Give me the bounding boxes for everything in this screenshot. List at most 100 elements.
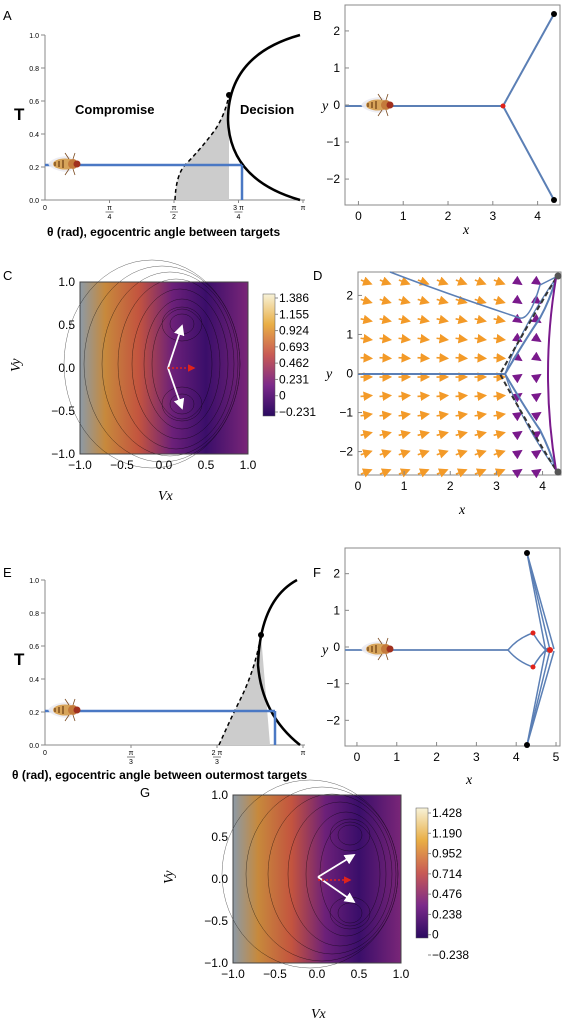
field-arrow xyxy=(530,449,542,460)
panel-g xyxy=(221,779,429,969)
e-ytick-label: 0.4 xyxy=(29,677,39,684)
c-xtick-label: −1.0 xyxy=(68,458,92,472)
f-upper-split xyxy=(507,632,549,653)
panel-label-b: B xyxy=(313,8,322,23)
field-arrow xyxy=(436,314,449,325)
field-arrow xyxy=(493,468,506,478)
e-xtick-label: 3 xyxy=(129,759,133,766)
f-fly-icon xyxy=(359,637,395,661)
e-ytick-label: 0.8 xyxy=(29,611,39,618)
a-xlabel: θ (rad), egocentric angle between target… xyxy=(47,225,281,239)
e-ytick-label: 0.6 xyxy=(29,644,39,651)
field-arrow xyxy=(398,276,411,286)
a-region-compromise: Compromise xyxy=(75,102,154,117)
g-xtick-label: 0.0 xyxy=(309,967,326,981)
field-arrow xyxy=(417,276,430,286)
c-colorbar-label: 1.155 xyxy=(279,307,309,321)
field-arrow xyxy=(417,468,430,478)
field-arrow xyxy=(511,275,523,286)
e-xtick-label: 0 xyxy=(43,750,47,757)
field-arrow xyxy=(379,410,393,421)
field-arrow xyxy=(417,295,430,305)
a-xtick-label: π xyxy=(107,205,112,212)
a-xtick-label: π xyxy=(172,205,177,212)
field-arrow xyxy=(360,391,374,402)
field-arrow xyxy=(360,295,373,305)
panel-c xyxy=(63,259,276,469)
b-xtick-label: 3 xyxy=(489,209,496,223)
field-arrow xyxy=(511,332,523,343)
a-decision-boundary xyxy=(226,33,301,202)
field-arrow xyxy=(511,449,523,460)
g-ytick-label: −0.5 xyxy=(204,914,228,928)
d-xtick-label: 0 xyxy=(355,479,362,493)
b-upper-branch xyxy=(502,13,555,107)
e-xtick-label: π xyxy=(301,750,306,757)
c-colorbar-label: 0.462 xyxy=(279,356,309,370)
c-xtick-label: −0.5 xyxy=(110,458,134,472)
b-xlabel: x xyxy=(462,223,470,238)
d-ytick-label: −1 xyxy=(339,406,353,420)
a-ytick-label: 0.6 xyxy=(29,99,39,106)
e-xtick-label: 2 π xyxy=(212,750,223,757)
a-xtick-label: 4 xyxy=(108,214,112,221)
d-path-1 xyxy=(389,271,557,319)
g-xlabel: Vx xyxy=(311,1007,327,1022)
field-arrow xyxy=(436,353,450,363)
g-ylabel: Vy xyxy=(162,870,177,884)
field-arrow xyxy=(360,314,373,325)
field-arrow xyxy=(474,333,488,344)
field-arrow xyxy=(530,411,542,422)
g-ytick-label: 0.5 xyxy=(211,830,228,844)
a-region-decision: Decision xyxy=(240,102,294,117)
d-separatrix xyxy=(498,277,557,471)
b-target-lower xyxy=(551,197,557,203)
a-ytick-label: 0.2 xyxy=(29,165,39,172)
field-arrow xyxy=(474,295,487,305)
e-ytick-label: 1.0 xyxy=(29,578,39,585)
b-ytick-label: 1 xyxy=(333,61,340,75)
c-colorbar xyxy=(262,293,276,417)
panel-f xyxy=(344,547,561,748)
d-upper-branch xyxy=(504,277,557,375)
field-arrow xyxy=(398,391,412,402)
e-xtick-label: 3 xyxy=(215,759,219,766)
g-xtick-label: 1.0 xyxy=(393,967,410,981)
g-colorbar-label: 1.428 xyxy=(432,806,462,820)
d-ytick-label: 1 xyxy=(346,327,353,341)
g-arrow-up xyxy=(317,854,356,878)
f-xtick-label: 1 xyxy=(393,750,400,764)
c-ylabel: Vy xyxy=(9,358,24,372)
field-arrow xyxy=(493,314,506,325)
field-arrow xyxy=(417,353,431,363)
field-arrow xyxy=(436,449,449,459)
field-arrow xyxy=(530,351,542,362)
g-ytick-label: −1.0 xyxy=(204,956,228,970)
b-ytick-label: 0 xyxy=(333,98,340,112)
d-xtick-label: 2 xyxy=(447,479,454,493)
panel-label-a: A xyxy=(3,8,12,23)
a-dashed-boundary xyxy=(174,94,230,201)
c-colorbar-label: 1.386 xyxy=(279,291,309,305)
b-xtick-label: 1 xyxy=(400,209,407,223)
panel-a xyxy=(44,33,305,202)
field-arrow xyxy=(493,295,506,305)
b-xtick-label: 0 xyxy=(355,209,362,223)
f-xtick-label: 5 xyxy=(553,750,560,764)
a-ytick-label: 0.8 xyxy=(29,66,39,73)
panel-label-e: E xyxy=(3,565,12,580)
field-arrow xyxy=(455,295,468,305)
field-arrow xyxy=(436,391,450,402)
e-xtick-label: π xyxy=(129,750,134,757)
b-fly-icon xyxy=(359,93,395,117)
field-arrow xyxy=(493,449,506,459)
field-arrow xyxy=(436,276,449,286)
a-xtick-label: π xyxy=(301,205,306,212)
e-ytick-label: 0.2 xyxy=(29,710,39,717)
f-target-upper xyxy=(524,550,530,556)
field-arrow xyxy=(398,295,411,305)
f-xtick-label: 2 xyxy=(433,750,440,764)
field-arrow xyxy=(455,391,469,402)
f-ytick-label: −1 xyxy=(326,677,340,691)
f-bifurcation-lower xyxy=(530,664,536,670)
